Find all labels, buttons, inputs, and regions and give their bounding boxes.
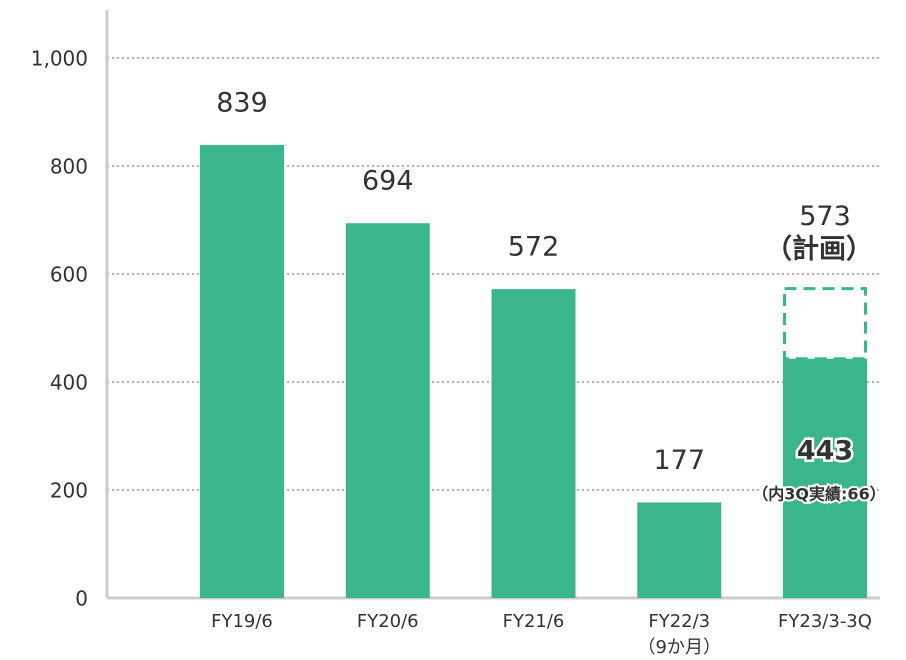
bar: [345, 223, 430, 599]
y-tick-label: 0: [75, 587, 88, 611]
x-tick-label: FY22/3: [648, 611, 710, 632]
bar: [783, 358, 867, 598]
x-tick-label: FY19/6: [211, 611, 273, 632]
y-tick-label: 800: [50, 155, 88, 179]
plan-bar: [783, 287, 867, 361]
value-label: 572: [508, 232, 560, 263]
x-tick-label: FY20/6: [357, 611, 419, 632]
value-label: 839: [216, 87, 268, 118]
y-tick-label: 400: [50, 371, 88, 395]
x-tick-note: （9か月）: [638, 637, 721, 658]
bar: [637, 502, 722, 598]
x-tick-label: FY23/3-3Q: [778, 611, 872, 632]
y-tick-label: 200: [50, 479, 88, 503]
bar: [491, 289, 576, 598]
value-label: 177: [653, 445, 705, 476]
value-label: 443: [797, 435, 853, 466]
plan-label: （計画）: [765, 233, 873, 265]
value-label: 694: [362, 166, 414, 197]
x-tick-label: FY21/6: [503, 611, 565, 632]
y-tick-label: 1,000: [31, 47, 88, 71]
y-tick-label: 600: [50, 263, 88, 287]
bar: [200, 144, 284, 598]
annotation: （内3Q実績:66）: [752, 484, 885, 503]
plan-value-label: 573: [799, 201, 851, 232]
